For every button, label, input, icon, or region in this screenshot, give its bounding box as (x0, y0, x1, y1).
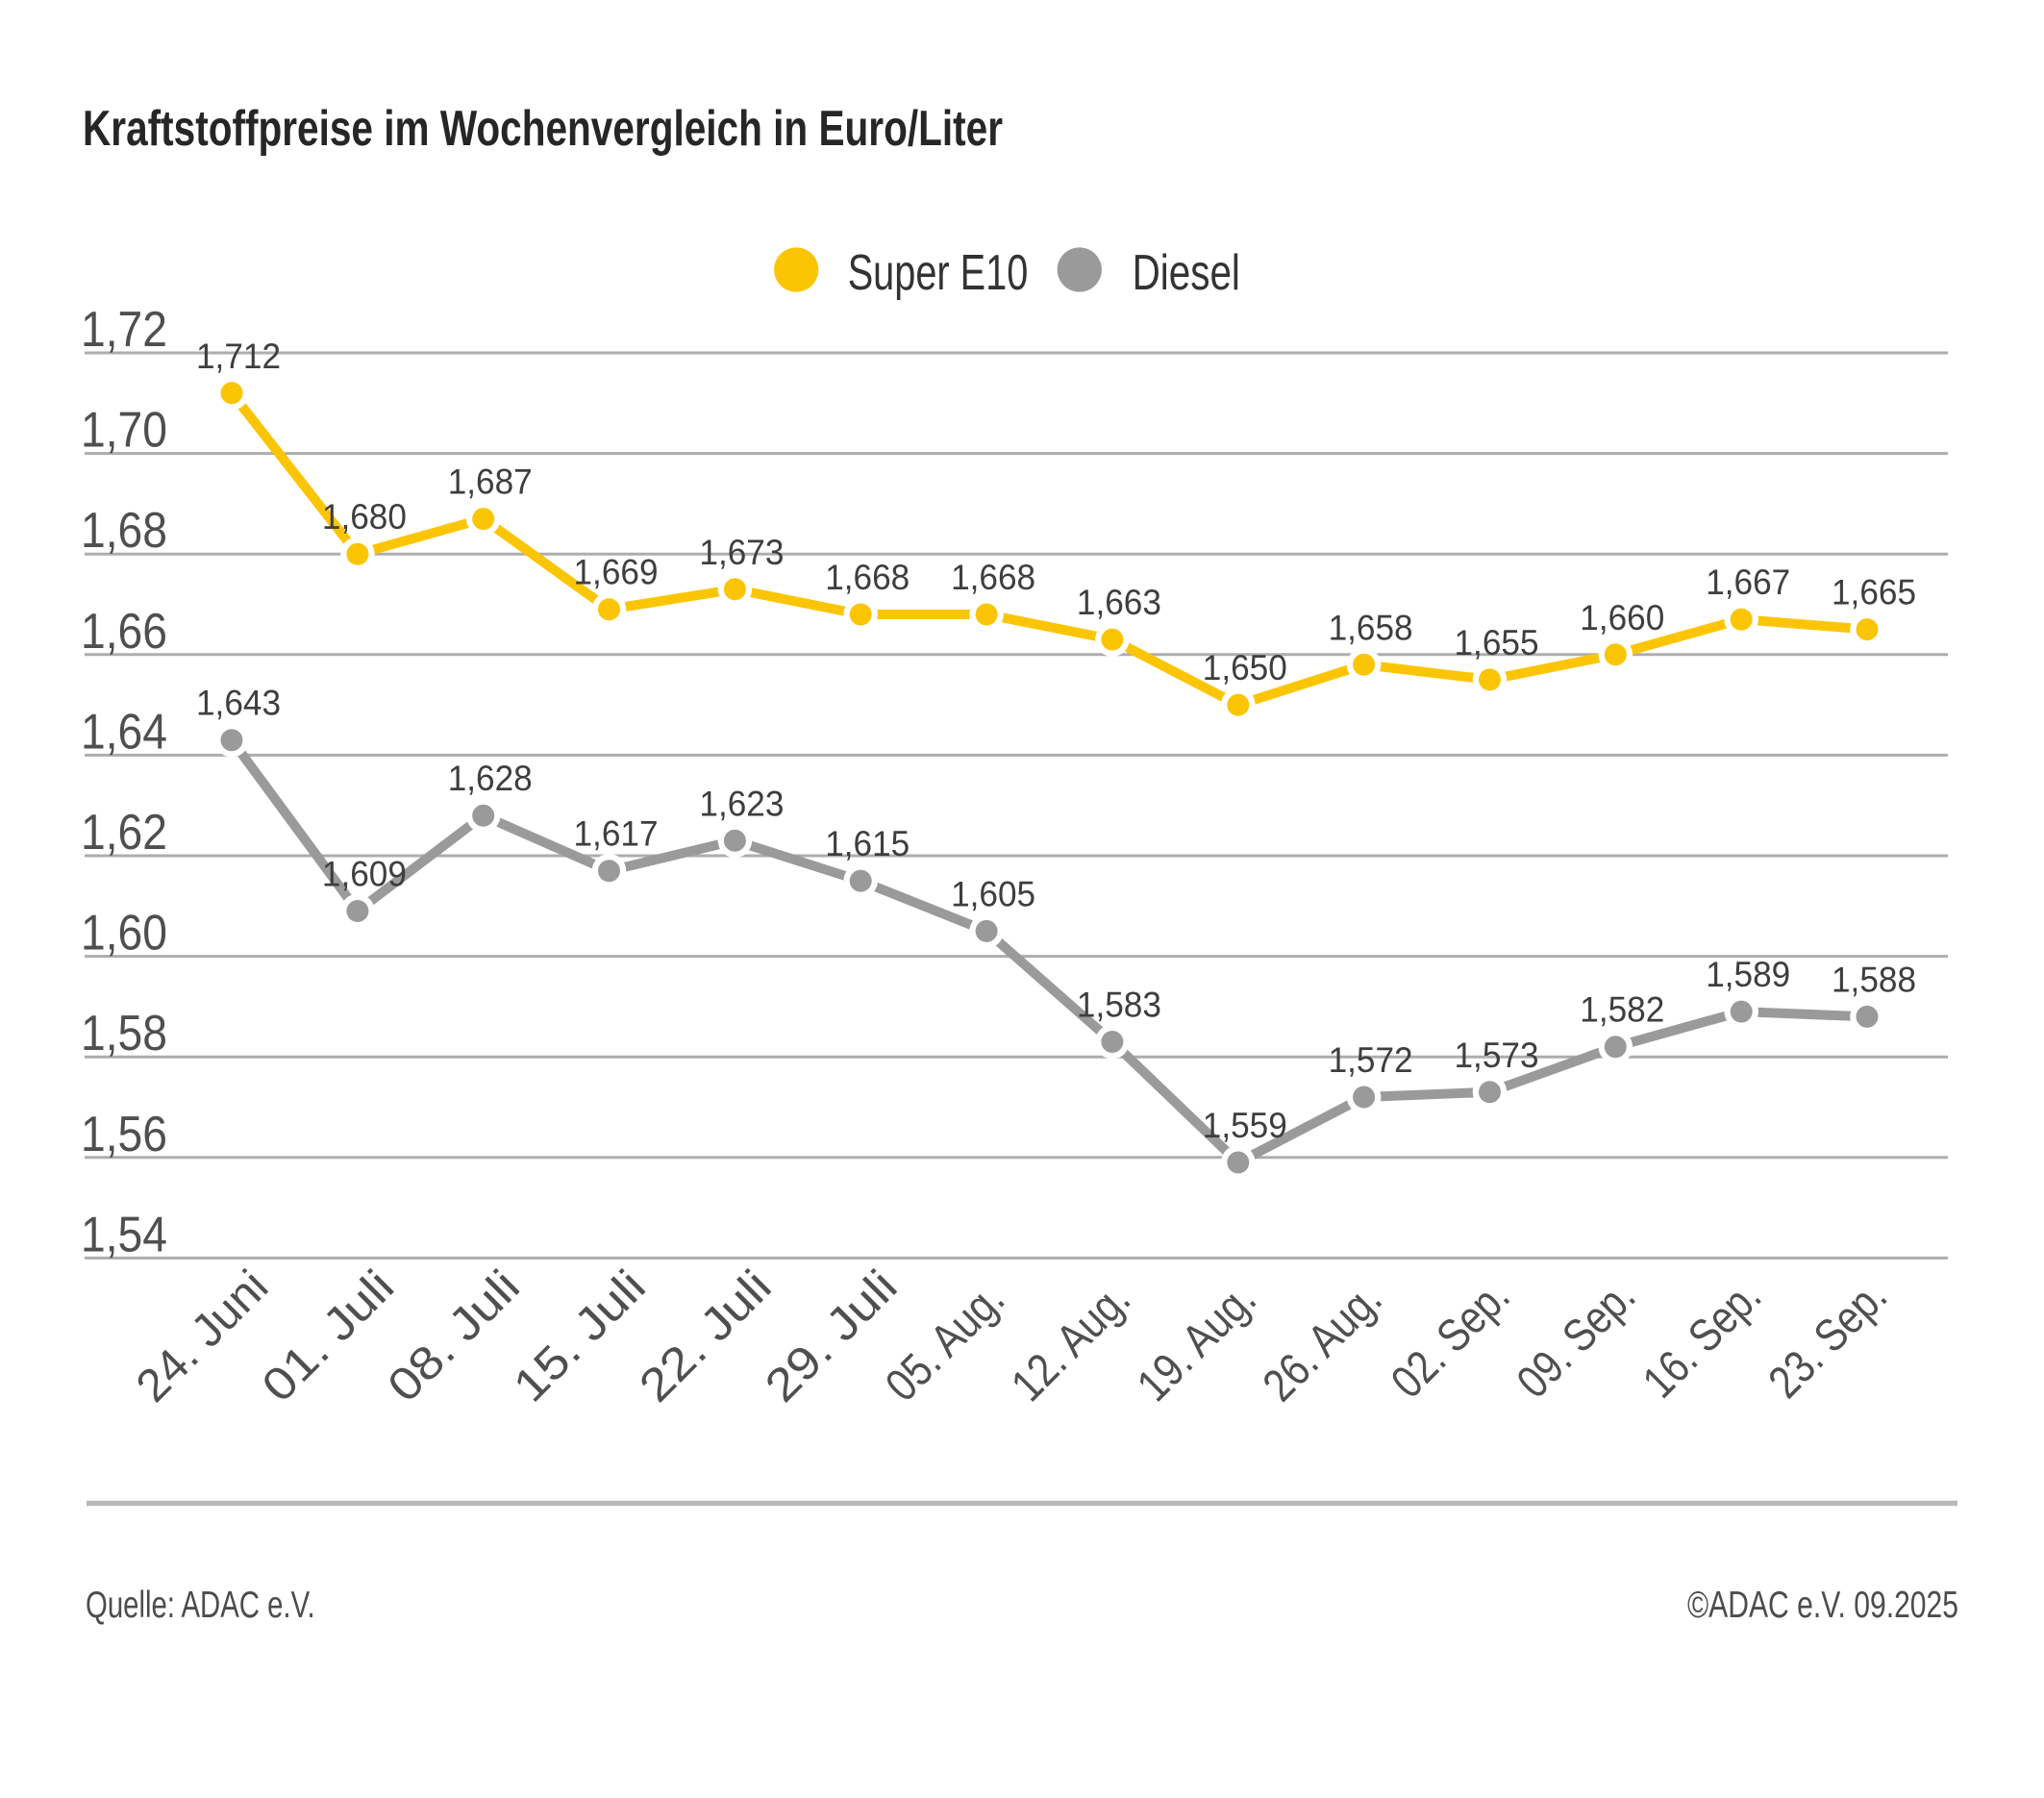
svg-text:1,712: 1,712 (196, 336, 281, 376)
svg-text:1,58: 1,58 (81, 1006, 167, 1061)
svg-text:1,582: 1,582 (1580, 989, 1664, 1030)
svg-text:1,617: 1,617 (574, 813, 659, 854)
svg-text:1,56: 1,56 (81, 1107, 167, 1162)
svg-text:1,583: 1,583 (1077, 985, 1161, 1025)
svg-text:1,54: 1,54 (81, 1207, 167, 1262)
svg-text:1,66: 1,66 (81, 604, 167, 660)
svg-text:1,673: 1,673 (699, 532, 784, 572)
svg-text:1,572: 1,572 (1329, 1039, 1413, 1080)
svg-text:1,643: 1,643 (196, 683, 281, 723)
svg-text:1,64: 1,64 (81, 704, 167, 760)
svg-text:1,665: 1,665 (1832, 572, 1916, 612)
svg-text:Quelle: ADAC e.V.: Quelle: ADAC e.V. (86, 1585, 315, 1626)
svg-text:1,559: 1,559 (1203, 1105, 1287, 1145)
svg-text:1,573: 1,573 (1455, 1035, 1539, 1075)
svg-text:1,70: 1,70 (81, 403, 167, 459)
svg-text:1,663: 1,663 (1077, 582, 1161, 622)
svg-text:1,72: 1,72 (81, 302, 167, 358)
svg-text:1,655: 1,655 (1455, 622, 1539, 662)
svg-text:1,687: 1,687 (448, 462, 533, 502)
svg-text:Super E10: Super E10 (848, 245, 1029, 301)
svg-text:1,650: 1,650 (1203, 647, 1287, 687)
svg-text:1,660: 1,660 (1580, 597, 1664, 637)
svg-text:1,680: 1,680 (322, 496, 407, 537)
svg-text:1,62: 1,62 (81, 805, 167, 861)
svg-text:1,68: 1,68 (81, 503, 167, 559)
svg-text:1,668: 1,668 (825, 557, 910, 597)
svg-text:1,623: 1,623 (699, 783, 784, 823)
svg-text:1,588: 1,588 (1832, 959, 1916, 999)
svg-text:©ADAC e.V. 09.2025: ©ADAC e.V. 09.2025 (1687, 1585, 1958, 1626)
svg-text:1,615: 1,615 (825, 823, 910, 863)
svg-text:Diesel: Diesel (1133, 245, 1240, 301)
svg-text:1,628: 1,628 (448, 758, 533, 798)
svg-text:1,605: 1,605 (951, 873, 1035, 913)
svg-text:1,668: 1,668 (951, 557, 1035, 597)
svg-text:1,658: 1,658 (1329, 607, 1413, 647)
svg-text:1,669: 1,669 (574, 552, 659, 592)
svg-text:1,589: 1,589 (1706, 954, 1790, 994)
svg-text:1,609: 1,609 (322, 854, 407, 894)
svg-text:1,667: 1,667 (1706, 562, 1790, 602)
svg-text:1,60: 1,60 (81, 906, 167, 961)
svg-text:Kraftstoffpreise im Wochenverg: Kraftstoffpreise im Wochenvergleich in E… (83, 101, 1003, 157)
